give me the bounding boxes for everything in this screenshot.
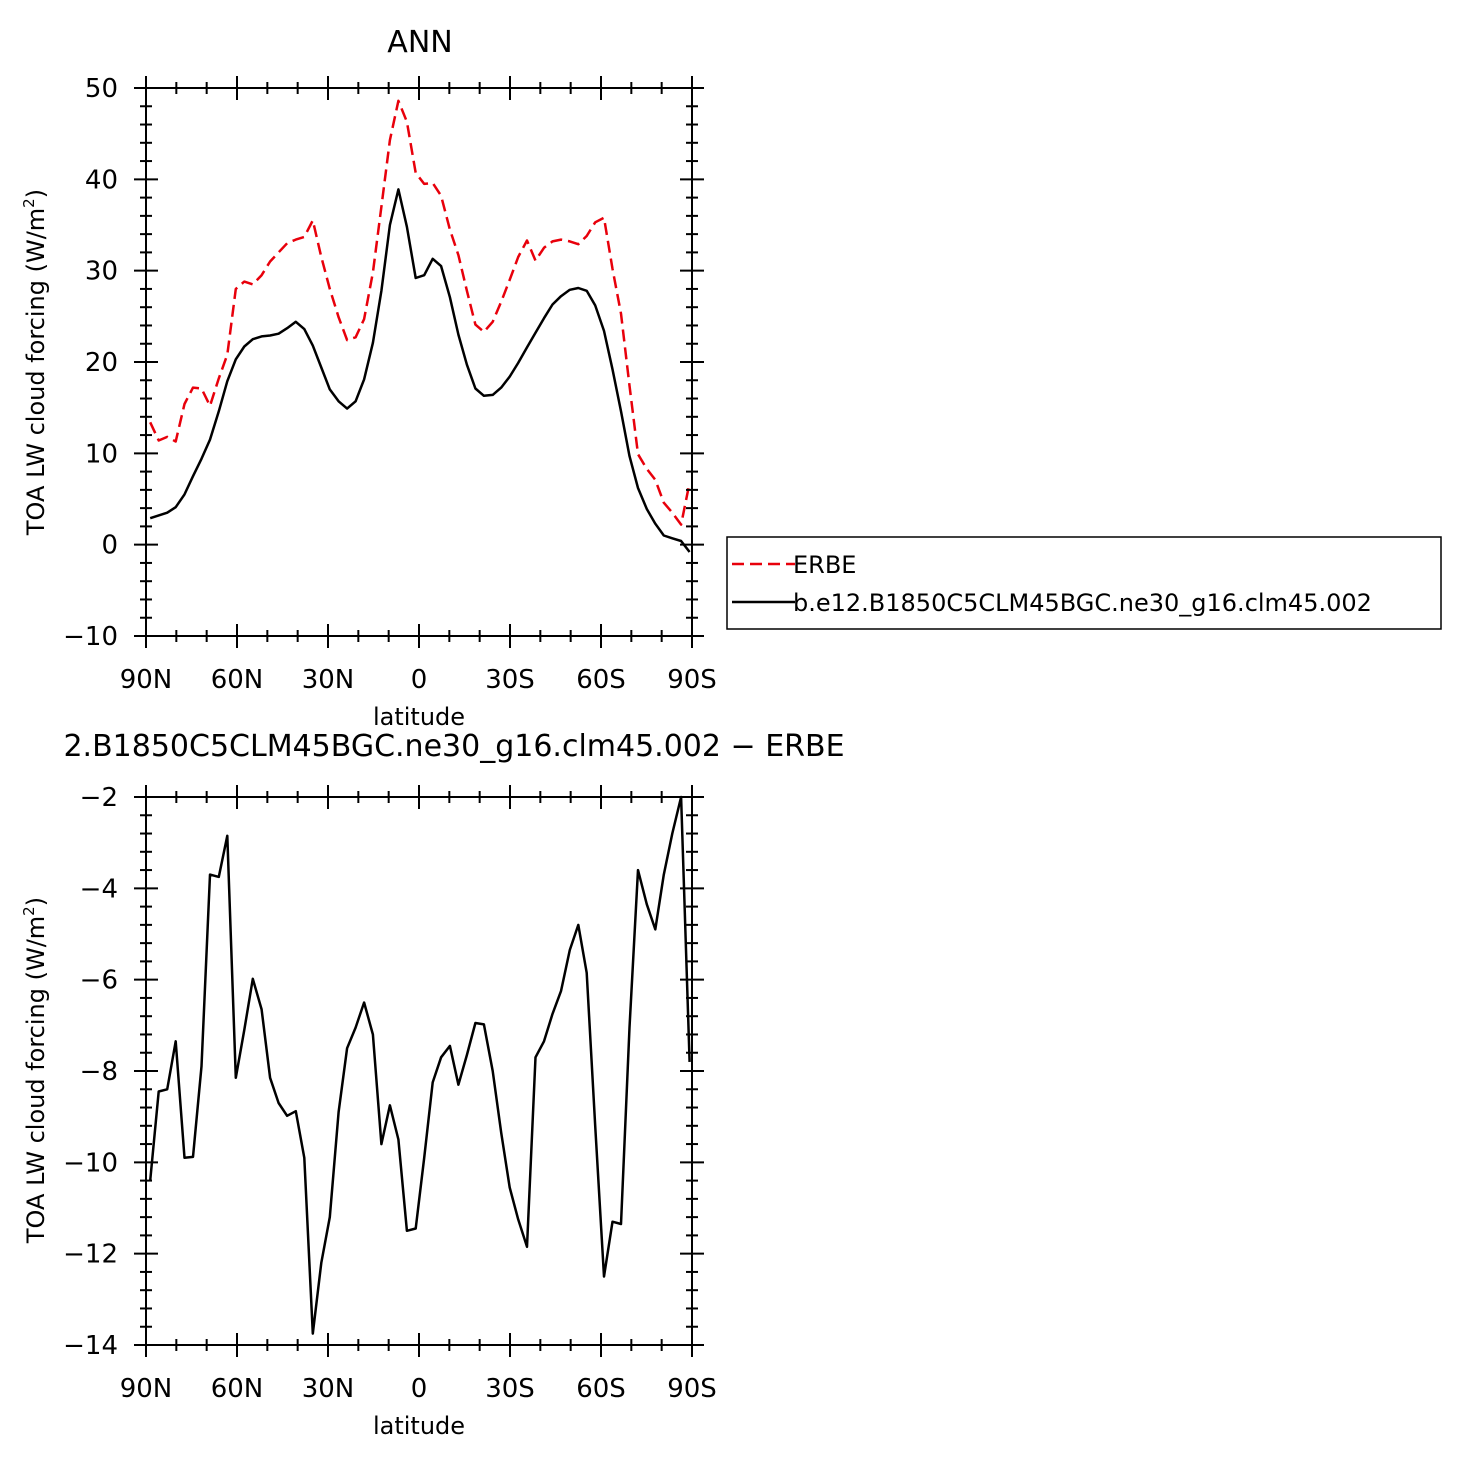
top-y-tick-label: −10 xyxy=(63,622,118,652)
bottom-y-tick-label: −10 xyxy=(63,1148,118,1178)
top-x-tick-label: 30N xyxy=(302,665,355,695)
legend-box xyxy=(726,536,1442,630)
bottom-y-tick-label: −12 xyxy=(63,1240,118,1270)
bottom-series-line-0 xyxy=(148,795,691,1335)
top-x-tick-label: 60N xyxy=(211,665,264,695)
top-y-tick-label: 50 xyxy=(85,74,118,104)
bottom-x-tick-label: 30S xyxy=(485,1374,535,1404)
bottom-y-axis-label: TOA LW cloud forcing (W/m2) xyxy=(20,897,50,1244)
top-chart-title: ANN xyxy=(387,25,452,60)
top-y-tick-label: 20 xyxy=(85,348,118,378)
bottom-x-tick-label: 60N xyxy=(211,1374,264,1404)
legend: ERBE b.e12.B1850C5CLM45BGC.ne30_g16.clm4… xyxy=(726,536,1442,630)
bottom-y-tick-label: −2 xyxy=(80,783,118,813)
bottom-y-tick-label: −6 xyxy=(80,966,118,996)
top-y-tick-label: 30 xyxy=(85,257,118,287)
bottom-x-tick-label: 0 xyxy=(411,1374,428,1404)
bottom-x-tick-label: 90N xyxy=(120,1374,173,1404)
bottom-y-tick-label: −8 xyxy=(80,1057,118,1087)
top-x-tick-label: 30S xyxy=(485,665,535,695)
bottom-x-tick-label: 60S xyxy=(576,1374,626,1404)
top-x-tick-label: 90S xyxy=(667,665,717,695)
top-x-tick-label: 0 xyxy=(411,665,428,695)
bottom-chart-title: 2.B1850C5CLM45BGC.ne30_g16.clm45.002 − E… xyxy=(63,729,844,764)
top-x-axis-label: latitude xyxy=(373,703,465,731)
top-x-tick-label: 90N xyxy=(120,665,173,695)
bottom-chart-series xyxy=(148,795,691,1335)
top-axis-ticks: 90N 60N 30N 0 30S 60S 90S −10 0 10 20 30 40 50 xyxy=(63,74,717,695)
top-series-line-0 xyxy=(149,99,691,526)
legend-label-model: b.e12.B1850C5CLM45BGC.ne30_g16.clm45.002 xyxy=(793,589,1372,617)
bottom-x-axis-label: latitude xyxy=(373,1412,465,1440)
top-y-tick-label: 40 xyxy=(85,165,118,195)
top-x-tick-label: 60S xyxy=(576,665,626,695)
bottom-y-tick-label: −14 xyxy=(63,1331,118,1361)
top-series-line-1 xyxy=(149,188,691,553)
top-y-tick-label: 10 xyxy=(85,439,118,469)
bottom-y-tick-label: −4 xyxy=(80,874,118,904)
bottom-x-tick-label: 30N xyxy=(302,1374,355,1404)
top-chart-series xyxy=(149,99,691,553)
legend-label-erbe: ERBE xyxy=(793,551,856,579)
top-panel: ANN 90N 60N 30N 0 30S 60S 90S −10 0 10 20 30 40 50 la… xyxy=(20,25,717,731)
top-y-axis-label: TOA LW cloud forcing (W/m2) xyxy=(20,189,50,536)
bottom-axis-ticks: 90N 60N 30N 0 30S 60S 90S −14 −12 −10 −8 −6 −4 −2 xyxy=(63,783,717,1404)
top-y-tick-label: 0 xyxy=(101,531,118,561)
bottom-panel: 2.B1850C5CLM45BGC.ne30_g16.clm45.002 − E… xyxy=(20,729,845,1440)
bottom-x-tick-label: 90S xyxy=(667,1374,717,1404)
